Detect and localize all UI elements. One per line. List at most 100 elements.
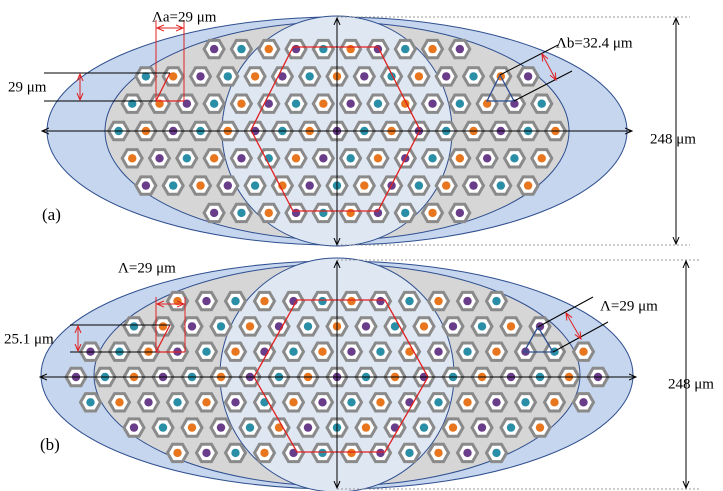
- core: [414, 72, 424, 81]
- core: [347, 398, 356, 407]
- core: [289, 347, 298, 356]
- core: [158, 322, 168, 331]
- pitch-label: Λa=29 μm: [152, 9, 217, 25]
- core: [477, 423, 487, 432]
- core: [155, 154, 164, 163]
- core: [319, 208, 328, 218]
- core: [173, 398, 182, 407]
- core: [319, 99, 328, 108]
- core: [347, 448, 356, 458]
- core: [319, 154, 328, 163]
- core: [482, 154, 492, 163]
- core: [550, 398, 559, 407]
- panel-a-annotations: [42, 16, 690, 245]
- core: [202, 296, 211, 306]
- core: [405, 296, 414, 306]
- core: [318, 448, 327, 458]
- pitch-label: Λ=29 μm: [600, 298, 658, 314]
- core: [455, 99, 465, 108]
- core: [264, 208, 273, 218]
- core: [463, 296, 472, 306]
- core: [419, 423, 429, 432]
- height-label: 248 μm: [650, 131, 696, 147]
- core: [463, 347, 472, 356]
- core: [347, 296, 356, 306]
- core: [209, 99, 219, 108]
- row-spacing-label: 29 μm: [8, 79, 47, 95]
- core: [216, 322, 226, 331]
- core: [250, 181, 260, 190]
- core: [434, 448, 443, 458]
- core: [318, 296, 327, 306]
- core: [250, 72, 260, 81]
- core: [523, 72, 533, 81]
- core: [346, 208, 355, 218]
- core: [428, 99, 437, 108]
- core: [319, 44, 328, 54]
- core: [291, 44, 301, 54]
- core: [278, 72, 287, 81]
- core: [492, 448, 501, 458]
- panel-label: (a): [42, 205, 61, 224]
- core: [373, 154, 383, 163]
- core: [523, 181, 533, 190]
- core: [390, 322, 400, 331]
- core: [346, 154, 355, 163]
- panel-b-annotations: [40, 259, 700, 490]
- core: [361, 423, 371, 432]
- core: [231, 448, 240, 458]
- core: [442, 72, 451, 81]
- core: [196, 181, 205, 190]
- core: [231, 296, 240, 306]
- core: [158, 423, 168, 432]
- core: [405, 448, 414, 458]
- core: [209, 154, 219, 163]
- core: [291, 154, 301, 163]
- core: [506, 423, 516, 432]
- core: [264, 44, 273, 54]
- core: [202, 347, 211, 356]
- core: [414, 181, 424, 190]
- core: [196, 72, 205, 81]
- core: [237, 208, 246, 218]
- core: [442, 181, 451, 190]
- core: [405, 347, 414, 356]
- core: [237, 154, 246, 163]
- core: [492, 347, 501, 356]
- core: [260, 448, 269, 458]
- core: [318, 398, 327, 407]
- core: [231, 347, 240, 356]
- core: [303, 423, 313, 432]
- core: [361, 322, 371, 331]
- core: [376, 347, 385, 356]
- core: [469, 72, 478, 81]
- core-grid-a: [106, 38, 568, 224]
- core: [182, 154, 192, 163]
- core: [129, 322, 139, 331]
- core: [209, 208, 219, 218]
- core: [360, 72, 369, 81]
- core: [303, 322, 313, 331]
- core: [448, 322, 458, 331]
- core: [187, 423, 197, 432]
- core: [428, 208, 437, 218]
- core: [434, 347, 443, 356]
- core: [579, 398, 588, 407]
- core: [376, 296, 385, 306]
- core: [231, 398, 240, 407]
- core: [141, 72, 151, 81]
- core: [237, 44, 246, 54]
- core: [245, 423, 255, 432]
- core: [434, 296, 443, 306]
- core: [537, 99, 546, 108]
- core: [492, 398, 501, 407]
- core: [428, 154, 437, 163]
- core: [448, 423, 458, 432]
- core: [347, 347, 356, 356]
- core: [202, 448, 211, 458]
- core: [260, 296, 269, 306]
- core: [291, 99, 301, 108]
- core: [202, 398, 211, 407]
- pitch-label: Λb=32.4 μm: [556, 35, 633, 51]
